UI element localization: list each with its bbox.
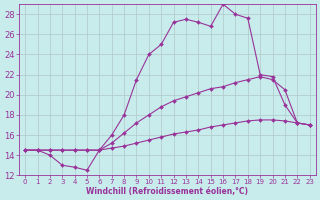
X-axis label: Windchill (Refroidissement éolien,°C): Windchill (Refroidissement éolien,°C): [86, 187, 248, 196]
